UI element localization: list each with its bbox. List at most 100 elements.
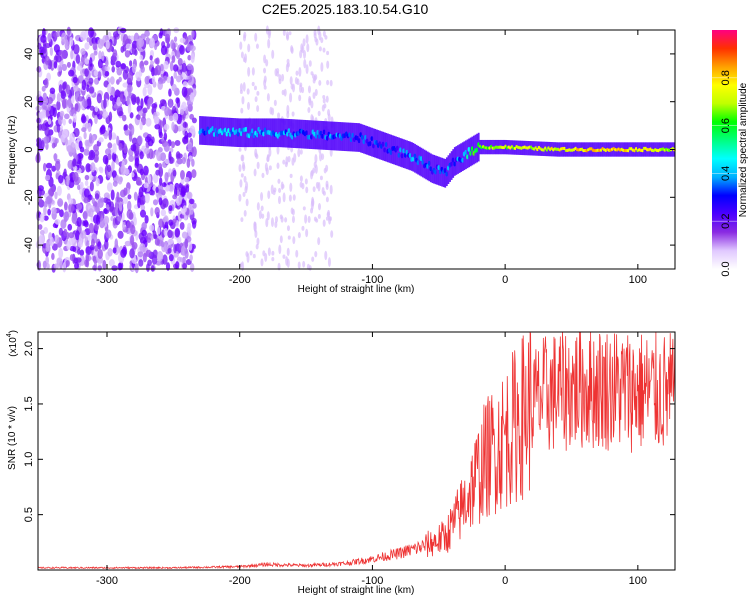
spectrogram-cell xyxy=(175,228,180,238)
spectrogram-cell xyxy=(94,193,100,200)
spectrogram-cell xyxy=(143,60,149,66)
spectrogram-cell xyxy=(73,127,80,138)
spectrogram-ridge-band xyxy=(473,135,475,165)
spectrogram-cell xyxy=(297,232,301,239)
spectrogram-cell xyxy=(68,118,72,125)
spectrogram-cell xyxy=(112,180,118,187)
spectrogram-cell xyxy=(276,145,280,155)
spectrogram-ridge-band xyxy=(246,118,249,148)
spectrogram-ridge-band xyxy=(449,153,451,182)
spectrogram-ridge-band xyxy=(211,116,214,146)
spectrogram-cell xyxy=(36,117,41,124)
spectrogram-cell xyxy=(164,172,169,182)
spectrogram-cell xyxy=(115,157,119,165)
spectrogram-cell xyxy=(307,85,311,94)
spectrogram-cell xyxy=(94,115,98,125)
spectrogram-cell xyxy=(115,90,121,97)
spectrogram-cell xyxy=(144,30,150,38)
bottom-x-axis-label: Height of straight line (km) xyxy=(298,585,415,596)
spectrogram-scatter-layer xyxy=(35,25,334,274)
spectrogram-cell xyxy=(158,218,164,228)
spectrogram-cell xyxy=(67,97,72,109)
spectrogram-ridge-band xyxy=(396,136,399,166)
spectrogram-cell xyxy=(72,113,77,123)
spectrogram-ridge-cell xyxy=(319,130,323,136)
spectrogram-cell xyxy=(277,112,281,119)
spectrogram-cell xyxy=(43,201,48,208)
spectrogram-cell xyxy=(238,164,242,172)
spectrogram-ridge-cell xyxy=(325,135,329,141)
spectrogram-cell xyxy=(123,187,128,196)
spectrogram-cell xyxy=(240,173,244,178)
spectrogram-ridge-cell xyxy=(225,131,229,137)
spectrogram-cell xyxy=(243,210,247,217)
spectrogram-cell xyxy=(168,254,174,262)
spectrogram-cell xyxy=(84,68,89,77)
spectrogram-cell xyxy=(80,48,86,56)
spectrogram-cell xyxy=(39,229,45,236)
spectrogram-cell xyxy=(70,49,74,60)
spectrogram-cell xyxy=(56,30,61,38)
spectrogram-cell xyxy=(43,215,49,221)
spectrogram-ridge-band xyxy=(406,140,408,170)
spectrogram-cell xyxy=(269,106,273,115)
spectrogram-cell xyxy=(76,217,82,227)
spectrogram-cell xyxy=(238,147,242,152)
spectrogram-cell xyxy=(131,258,137,264)
spectrogram-cell xyxy=(61,63,68,72)
spectrogram-cell xyxy=(111,66,116,73)
spectrogram-cell xyxy=(271,257,275,262)
spectrogram-ridge-cell xyxy=(309,134,313,140)
spectrogram-cell xyxy=(288,31,292,36)
spectrogram-cell xyxy=(38,234,45,245)
spectrogram-ridge-band xyxy=(383,132,386,162)
spectrogram-ridge-band xyxy=(385,132,388,162)
spectrogram-cell xyxy=(295,70,299,76)
spectrogram-ridge-band xyxy=(441,157,443,187)
spectrogram-cell xyxy=(51,207,57,215)
spectrogram-cell xyxy=(165,185,170,192)
spectrogram-cell xyxy=(265,167,269,176)
spectrogram-cell xyxy=(150,234,154,241)
spectrogram-cell xyxy=(168,115,174,121)
spectrogram-cell xyxy=(270,217,274,228)
spectrogram-cell xyxy=(163,75,168,82)
spectrogram-ridge-band xyxy=(253,118,256,148)
spectrogram-cell xyxy=(108,129,113,141)
spectrogram-cell xyxy=(152,173,159,184)
spectrogram-ridge-cell xyxy=(461,157,465,163)
spectrogram-ridge-band xyxy=(460,143,463,172)
spectrogram-cell xyxy=(282,29,286,36)
spectrogram-cell xyxy=(288,194,292,202)
spectrogram-ridge-cell xyxy=(399,147,402,153)
spectrogram-cell xyxy=(66,26,71,36)
spectrogram-cell xyxy=(39,213,45,223)
spectrogram-cell xyxy=(318,31,322,41)
spectrogram-cell xyxy=(96,93,102,104)
spectrogram-cell xyxy=(69,254,75,262)
spectrogram-cell xyxy=(141,229,147,237)
top-y-tick-label: -40 xyxy=(23,237,35,253)
spectrogram-ridge-cell xyxy=(251,128,254,134)
spectrogram-cell xyxy=(120,62,127,70)
spectrogram-cell xyxy=(78,140,83,149)
spectrogram-cell xyxy=(112,49,118,58)
spectrogram-ridge-cell xyxy=(437,165,441,170)
spectrogram-cell xyxy=(109,95,114,102)
spectrogram-cell xyxy=(167,238,174,245)
spectrogram-cell xyxy=(159,28,164,37)
spectrogram-cell xyxy=(241,96,245,105)
spectrogram-cell xyxy=(42,260,47,269)
spectrogram-cell xyxy=(118,76,122,83)
spectrogram-ridge-band xyxy=(277,118,279,148)
spectrogram-cell xyxy=(290,83,294,90)
spectrogram-cell xyxy=(89,57,93,67)
spectrogram-ridge-band xyxy=(453,147,456,176)
spectrogram-ridge-cell xyxy=(351,132,355,138)
spectrogram-cell xyxy=(278,187,282,193)
spectrogram-cell xyxy=(116,67,123,76)
spectrogram-ridge-band xyxy=(258,118,260,148)
spectrogram-ridge-cell xyxy=(395,145,399,151)
spectrogram-cell xyxy=(163,142,170,153)
snr-panel: -300 -200 -100 0 100 0.5 1.0 1.5 2.0 Height of … xyxy=(6,330,676,596)
